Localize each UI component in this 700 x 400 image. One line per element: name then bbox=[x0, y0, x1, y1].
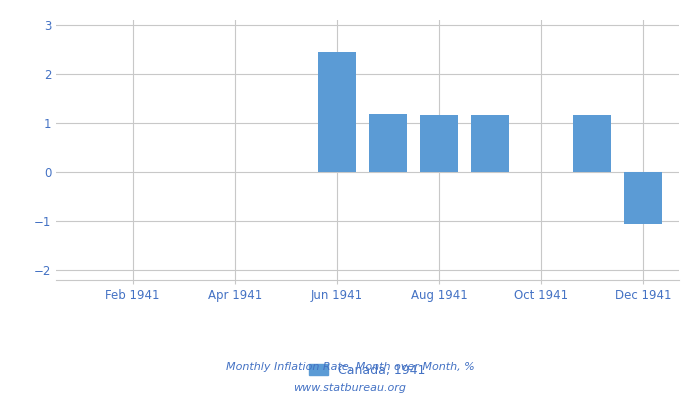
Text: Monthly Inflation Rate, Month over Month, %: Monthly Inflation Rate, Month over Month… bbox=[225, 362, 475, 372]
Bar bbox=[573, 115, 611, 172]
Bar bbox=[420, 115, 458, 172]
Text: www.statbureau.org: www.statbureau.org bbox=[293, 383, 407, 393]
Bar bbox=[624, 172, 662, 224]
Bar bbox=[318, 52, 356, 172]
Bar bbox=[369, 114, 407, 172]
Bar bbox=[471, 115, 509, 172]
Legend: Canada, 1941: Canada, 1941 bbox=[304, 359, 430, 382]
